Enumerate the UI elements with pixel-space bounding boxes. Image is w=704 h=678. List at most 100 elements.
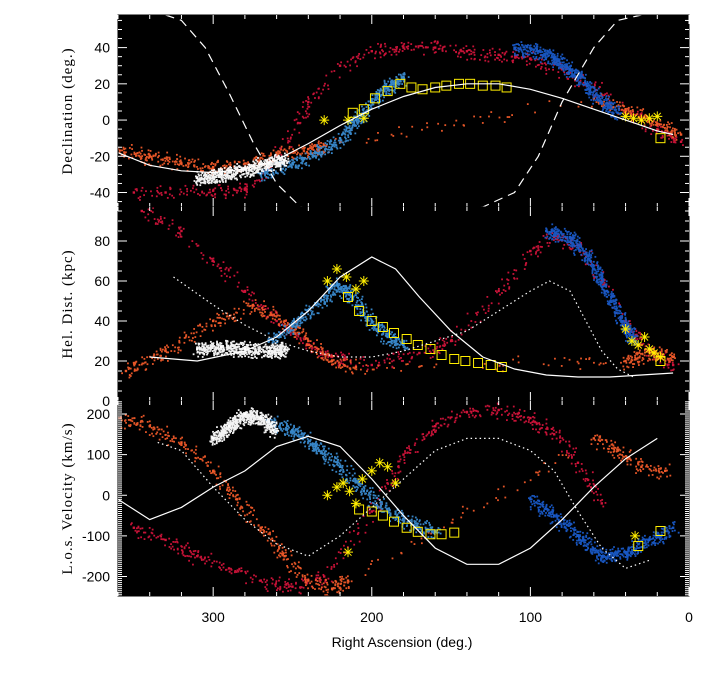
cloud-point [385, 332, 388, 335]
cloud-point [552, 68, 554, 71]
cloud-point [577, 82, 580, 84]
cloud-point [245, 190, 248, 193]
cloud-point [210, 167, 212, 170]
cloud-point [633, 358, 636, 361]
cloud-point [260, 169, 263, 172]
cloud-point [582, 81, 585, 84]
cloud-point [330, 70, 333, 73]
cloud-point [378, 323, 381, 326]
cloud-point [272, 308, 275, 311]
cloud-point [623, 368, 626, 371]
cloud-point [285, 159, 288, 162]
cloud-point [146, 363, 149, 366]
cloud-point [266, 158, 269, 161]
cloud-point [337, 139, 340, 142]
cloud-point [208, 167, 211, 170]
cloud-point [580, 73, 583, 76]
cloud-point [209, 318, 212, 321]
cloud-point [179, 349, 182, 352]
cloud-point [270, 314, 273, 317]
cloud-point [568, 62, 570, 65]
cloud-point [582, 76, 585, 79]
cloud-point [573, 244, 576, 247]
cloud-point [621, 320, 624, 323]
cloud-point [326, 297, 329, 300]
cloud-point [177, 232, 179, 234]
cloud-point [591, 85, 594, 88]
cloud-point [461, 50, 464, 53]
cloud-point [355, 294, 357, 296]
cloud-point [252, 160, 255, 163]
cloud-point [406, 47, 409, 50]
cloud-point [614, 116, 616, 119]
cloud-point [506, 59, 508, 62]
cloud-point [668, 134, 671, 137]
cloud-point [246, 163, 249, 166]
cloud-point [217, 184, 220, 187]
cloud-point [327, 291, 330, 294]
cloud-point [381, 99, 384, 102]
cloud-point [512, 273, 515, 275]
cloud-point [172, 196, 175, 199]
cloud-point [356, 292, 359, 295]
cloud-point [282, 149, 285, 152]
cloud-point [245, 172, 248, 175]
cloud-point [563, 235, 566, 238]
cloud-point [296, 111, 299, 114]
cloud-point [618, 319, 621, 322]
cloud-point [329, 294, 332, 297]
cloud-point [304, 309, 307, 311]
cloud-point [196, 348, 198, 351]
cloud-point [177, 351, 180, 354]
cloud-point [306, 309, 308, 312]
cloud-point [657, 125, 660, 128]
cloud-point [156, 218, 159, 221]
cloud-point [211, 175, 214, 178]
cloud-point [218, 316, 220, 319]
cloud-point [150, 190, 152, 193]
cloud-point [524, 44, 527, 47]
cloud-point [484, 55, 487, 58]
cloud-point [412, 351, 415, 354]
cloud-point [398, 344, 401, 346]
cloud-point [595, 96, 598, 99]
cloud-point [121, 149, 124, 152]
cloud-point [301, 115, 304, 118]
cloud-point [525, 49, 528, 52]
cloud-point [588, 254, 590, 257]
cloud-point [310, 312, 313, 314]
cloud-point [365, 324, 368, 327]
cloud-point [268, 314, 271, 317]
cloud-point [666, 126, 669, 128]
cloud-point [214, 324, 216, 327]
cloud-point [377, 331, 379, 334]
cloud-point [402, 80, 405, 83]
cloud-point [587, 258, 590, 261]
cloud-point [571, 61, 574, 64]
data-point [418, 351, 421, 355]
cloud-point [216, 174, 219, 176]
cloud-point [603, 291, 606, 294]
cloud-point [642, 108, 645, 110]
cloud-point [633, 351, 636, 353]
cloud-point [571, 245, 574, 248]
cloud-point [219, 316, 222, 319]
data-point [164, 191, 167, 194]
cloud-point [253, 304, 256, 307]
cloud-point [524, 52, 527, 55]
cloud-point [264, 311, 266, 313]
cloud-point [629, 337, 632, 340]
cloud-point [375, 359, 377, 362]
cloud-point [270, 152, 272, 155]
cloud-point [150, 210, 153, 212]
cloud-point [215, 179, 218, 181]
cloud-point [301, 321, 304, 324]
cloud-point [371, 321, 374, 324]
cloud-point [349, 360, 352, 362]
cloud-point [207, 166, 210, 169]
cloud-point [290, 329, 292, 332]
cloud-point [370, 104, 373, 107]
cloud-point [386, 367, 388, 369]
cloud-point [237, 281, 240, 284]
